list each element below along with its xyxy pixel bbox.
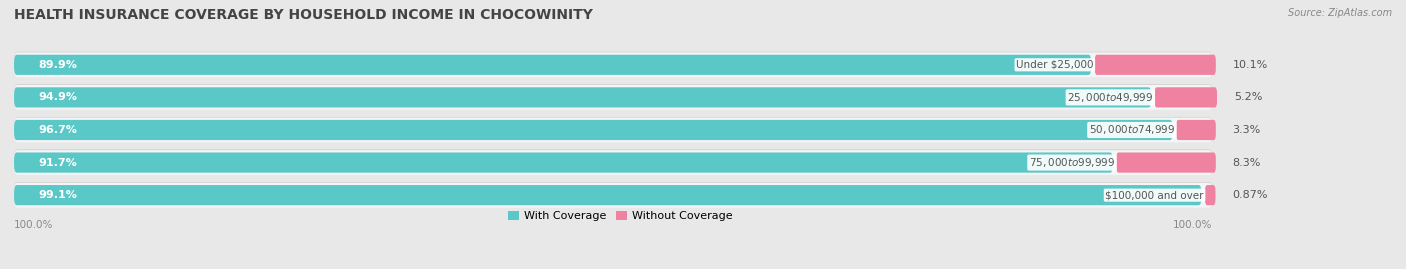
Text: 0.87%: 0.87% xyxy=(1232,190,1268,200)
FancyBboxPatch shape xyxy=(14,182,1212,207)
FancyBboxPatch shape xyxy=(14,85,1212,110)
Text: 96.7%: 96.7% xyxy=(38,125,77,135)
Legend: With Coverage, Without Coverage: With Coverage, Without Coverage xyxy=(503,207,737,226)
FancyBboxPatch shape xyxy=(14,87,1152,108)
Text: 100.0%: 100.0% xyxy=(14,220,53,230)
FancyBboxPatch shape xyxy=(1095,55,1216,75)
FancyBboxPatch shape xyxy=(14,52,1212,76)
FancyBboxPatch shape xyxy=(14,185,1202,205)
Text: $75,000 to $99,999: $75,000 to $99,999 xyxy=(1029,156,1115,169)
Text: 100.0%: 100.0% xyxy=(1173,220,1212,230)
FancyBboxPatch shape xyxy=(14,84,1212,109)
Text: Under $25,000: Under $25,000 xyxy=(1017,60,1094,70)
Text: $100,000 and over: $100,000 and over xyxy=(1105,190,1204,200)
Text: 10.1%: 10.1% xyxy=(1233,60,1268,70)
FancyBboxPatch shape xyxy=(14,150,1212,174)
FancyBboxPatch shape xyxy=(14,55,1091,75)
FancyBboxPatch shape xyxy=(14,118,1212,142)
Text: 8.3%: 8.3% xyxy=(1233,158,1261,168)
Text: 94.9%: 94.9% xyxy=(38,92,77,102)
Text: 5.2%: 5.2% xyxy=(1234,92,1263,102)
FancyBboxPatch shape xyxy=(14,52,1212,77)
Text: Source: ZipAtlas.com: Source: ZipAtlas.com xyxy=(1288,8,1392,18)
Text: 89.9%: 89.9% xyxy=(38,60,77,70)
Text: 3.3%: 3.3% xyxy=(1233,125,1261,135)
FancyBboxPatch shape xyxy=(14,183,1212,208)
FancyBboxPatch shape xyxy=(1154,87,1218,108)
Text: HEALTH INSURANCE COVERAGE BY HOUSEHOLD INCOME IN CHOCOWINITY: HEALTH INSURANCE COVERAGE BY HOUSEHOLD I… xyxy=(14,8,593,22)
FancyBboxPatch shape xyxy=(1177,120,1216,140)
FancyBboxPatch shape xyxy=(1205,185,1215,205)
Text: $25,000 to $49,999: $25,000 to $49,999 xyxy=(1067,91,1153,104)
FancyBboxPatch shape xyxy=(14,150,1212,175)
Text: 99.1%: 99.1% xyxy=(38,190,77,200)
FancyBboxPatch shape xyxy=(14,120,1173,140)
FancyBboxPatch shape xyxy=(14,117,1212,142)
Text: $50,000 to $74,999: $50,000 to $74,999 xyxy=(1088,123,1175,136)
FancyBboxPatch shape xyxy=(1116,153,1216,173)
Text: 91.7%: 91.7% xyxy=(38,158,77,168)
FancyBboxPatch shape xyxy=(14,153,1112,173)
